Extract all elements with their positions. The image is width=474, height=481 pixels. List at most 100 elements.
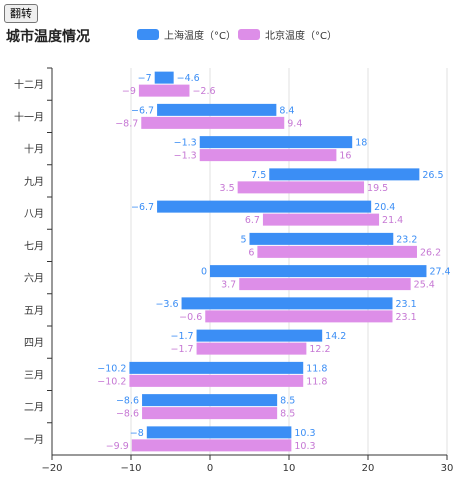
chart-title: 城市温度情况 — [6, 29, 90, 45]
data-label-min: −8.6 — [116, 409, 139, 420]
x-tick-label: 30 — [441, 463, 454, 474]
data-label-max: 8.4 — [279, 105, 294, 116]
bar-beijing — [141, 116, 285, 129]
y-tick-label: 三月 — [24, 369, 44, 381]
x-tick-label: −20 — [41, 463, 62, 474]
bar-beijing — [131, 439, 292, 452]
legend-label-shanghai: 上海温度（°C） — [164, 31, 236, 42]
bar-shanghai — [154, 71, 174, 84]
bar-shanghai — [196, 329, 323, 342]
x-tick-label: −10 — [120, 463, 141, 474]
data-label-max: 8.5 — [280, 409, 295, 420]
data-label-min: 7.5 — [251, 170, 266, 181]
y-tick-label: 七月 — [24, 240, 44, 252]
data-label-min: −6.7 — [131, 202, 154, 213]
data-label-max: 9.4 — [287, 118, 302, 129]
data-label-max: 18 — [355, 138, 367, 149]
data-label-max: 14.2 — [325, 331, 346, 342]
bar-shanghai — [199, 136, 353, 149]
bar-shanghai — [269, 168, 420, 181]
data-label-max: 10.3 — [294, 441, 315, 452]
data-label-max: 12.2 — [309, 344, 330, 355]
bar-beijing — [262, 213, 380, 226]
data-label-min: −0.6 — [179, 312, 202, 323]
data-label-min: 5 — [240, 234, 246, 245]
y-tick-label: 六月 — [24, 273, 44, 285]
data-label-max: 11.8 — [306, 376, 327, 387]
bar-shanghai — [181, 297, 393, 310]
data-label-min: −10.2 — [97, 376, 126, 387]
bar-beijing — [239, 278, 411, 291]
bar-beijing — [199, 149, 337, 162]
data-label-max: 27.4 — [429, 267, 450, 278]
data-label-min: −9.9 — [106, 441, 129, 452]
data-label-max: 26.5 — [422, 170, 443, 181]
bar-beijing — [196, 342, 307, 355]
y-tick-label: 四月 — [24, 337, 44, 349]
data-label-min: −8 — [130, 428, 144, 439]
bar-shanghai — [249, 232, 394, 245]
data-label-max: 23.1 — [395, 312, 416, 323]
bar-beijing — [138, 84, 190, 97]
y-tick-label: 二月 — [24, 402, 44, 414]
data-label-min: −8.7 — [115, 118, 138, 129]
data-label-min: −1.7 — [170, 344, 193, 355]
legend-label-beijing: 北京温度（°C） — [265, 31, 337, 42]
data-label-max: 11.8 — [306, 363, 327, 374]
data-label-min: 0 — [201, 267, 207, 278]
data-label-min: −1.3 — [174, 151, 197, 162]
legend: 上海温度（°C） 北京温度（°C） — [0, 27, 474, 42]
x-tick-label: 20 — [362, 463, 375, 474]
y-tick-label: 八月 — [24, 208, 44, 220]
bar-beijing — [142, 407, 278, 420]
data-label-max: 23.1 — [395, 299, 416, 310]
y-tick-label: 十二月 — [14, 78, 44, 91]
data-label-max: 23.2 — [396, 234, 417, 245]
data-label-max: 10.3 — [294, 428, 315, 439]
x-tick-label: 0 — [207, 463, 213, 474]
y-tick-label: 五月 — [24, 305, 44, 317]
bar-shanghai — [157, 103, 277, 116]
data-label-min: −1.7 — [170, 331, 193, 342]
legend-item-beijing[interactable]: 北京温度（°C） — [238, 27, 337, 42]
bar-beijing — [237, 181, 365, 194]
bar-shanghai — [146, 426, 292, 439]
data-label-max: 25.4 — [414, 280, 435, 291]
bar-shanghai — [210, 265, 427, 278]
data-label-max: 20.4 — [374, 202, 395, 213]
data-label-min: −9 — [122, 86, 136, 97]
data-label-min: −1.3 — [174, 138, 197, 149]
bar-shanghai — [142, 394, 278, 407]
data-label-min: 6 — [248, 247, 254, 258]
data-label-max: 19.5 — [367, 183, 388, 194]
data-label-max: 21.4 — [382, 215, 403, 226]
legend-item-shanghai[interactable]: 上海温度（°C） — [137, 27, 236, 42]
bar-shanghai — [157, 200, 372, 213]
bar-beijing — [129, 374, 304, 387]
flip-button[interactable]: 翻转 — [4, 4, 38, 23]
data-label-min: −10.2 — [97, 363, 126, 374]
y-tick-label: 一月 — [24, 434, 44, 446]
data-label-min: −3.6 — [155, 299, 178, 310]
bar-beijing — [257, 245, 417, 258]
data-label-min: −8.6 — [116, 396, 139, 407]
data-label-min: 6.7 — [245, 215, 260, 226]
legend-swatch-shanghai — [137, 29, 159, 40]
data-label-min: −7 — [138, 73, 152, 84]
bar-beijing — [205, 310, 393, 323]
data-label-min: 3.5 — [220, 183, 235, 194]
x-tick-label: 10 — [283, 463, 296, 474]
data-label-min: −6.7 — [131, 105, 154, 116]
data-label-max: 16 — [339, 151, 351, 162]
bar-shanghai — [129, 361, 304, 374]
data-label-max: 26.2 — [420, 247, 441, 258]
y-tick-label: 十一月 — [14, 110, 44, 123]
data-label-max: −2.6 — [192, 86, 215, 97]
data-label-max: 8.5 — [280, 396, 295, 407]
data-label-max: −4.6 — [177, 73, 200, 84]
legend-swatch-beijing — [238, 29, 260, 40]
y-tick-label: 十月 — [24, 143, 44, 156]
data-label-min: 3.7 — [221, 280, 236, 291]
y-tick-label: 九月 — [24, 176, 44, 188]
